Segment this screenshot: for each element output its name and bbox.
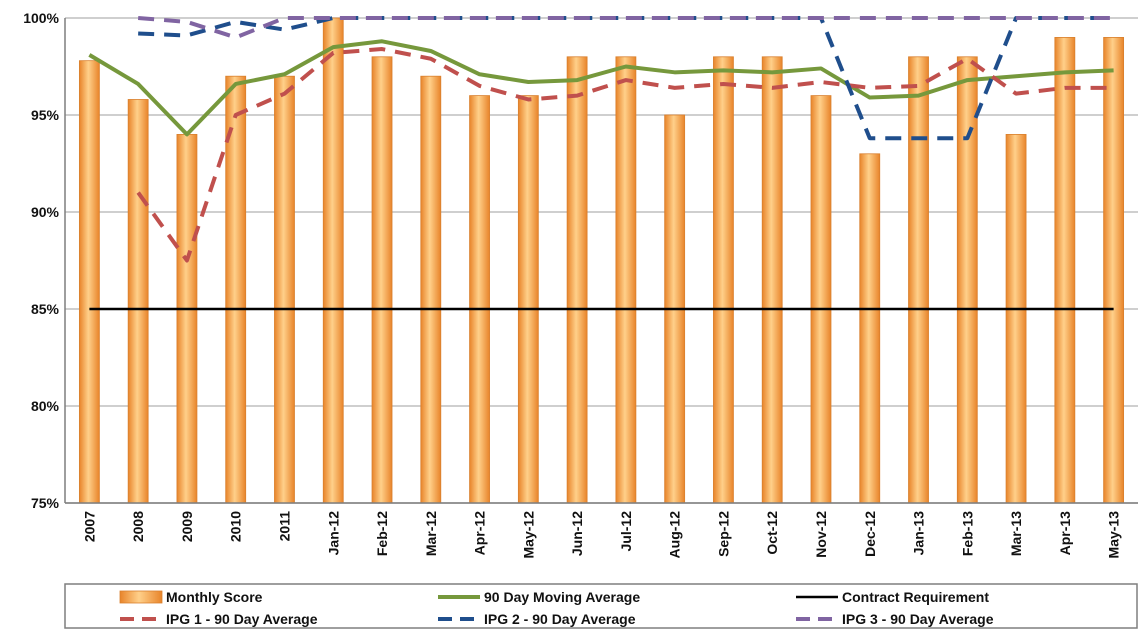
legend-label: IPG 1 - 90 Day Average [166,611,318,627]
legend-label: Monthly Score [166,589,263,605]
x-tick-label: Jul-12 [618,511,634,552]
x-tick-label: Sep-12 [715,511,731,557]
series-line [136,47,1114,263]
bar [810,95,832,504]
legend-label: 90 Day Moving Average [484,589,640,605]
bar [566,56,588,504]
legend-swatch [119,590,163,604]
bars-layer [78,17,1125,504]
bar [176,133,198,504]
bar [517,95,539,504]
bar [859,153,881,504]
bar [615,56,637,504]
legend-label: Contract Requirement [842,589,989,605]
x-tick-label: 2009 [179,511,195,542]
bar [78,60,100,504]
x-tick-label: Feb-12 [374,511,390,556]
bar [1103,37,1125,504]
x-tick-label: May-12 [520,511,536,559]
x-tick-label: Oct-12 [764,511,780,555]
x-tick-label: 2007 [81,511,97,542]
legend: Monthly Score 90 Day Moving Average Contra… [64,583,1138,629]
lines-layer [88,16,1114,311]
x-tick-label: Jun-12 [569,511,585,556]
bar [469,95,490,504]
series-line [138,16,1114,141]
x-tick-label: 2010 [228,511,244,542]
x-tick-label: Feb-13 [959,511,975,556]
axis-layer: 100% 95% 90% 85% 80% 75% 2007 2008 2009 2010 2011 J… [23,10,1138,558]
series-line [138,16,1114,40]
y-tick-label: 75% [31,495,60,511]
series-line [88,39,1114,137]
x-tick-label: Mar-12 [423,511,439,556]
bar [371,56,393,504]
y-tick-label: 95% [31,107,60,123]
y-tick-label: 85% [31,301,60,317]
x-tick-label: Aug-12 [667,511,683,559]
bar [127,99,149,504]
x-tick-label: May-13 [1106,511,1122,559]
x-tick-label: Jan-12 [325,511,341,556]
bar [1054,37,1076,504]
x-tick-label: Apr-13 [1057,511,1073,556]
x-tick-label: Nov-12 [813,511,829,558]
bar [420,75,442,504]
bar [908,56,929,504]
x-tick-label: 2011 [276,511,292,542]
y-tick-label: 90% [31,204,60,220]
legend-label: IPG 3 - 90 Day Average [842,611,994,627]
bar [761,56,783,504]
x-tick-label: Mar-13 [1008,511,1024,556]
legend-label: IPG 2 - 90 Day Average [484,611,636,627]
bar [713,56,734,504]
x-tick-label: Apr-12 [472,511,488,556]
x-tick-label: 2008 [130,511,146,542]
x-tick-label: Jan-13 [911,511,927,556]
bar [1005,133,1027,504]
bar [274,75,295,504]
y-tick-label: 100% [23,10,59,26]
y-tick-label: 80% [31,398,60,414]
x-tick-label: Dec-12 [862,511,878,557]
bar [322,17,344,504]
legend-box [64,583,1138,629]
bar [956,56,978,504]
